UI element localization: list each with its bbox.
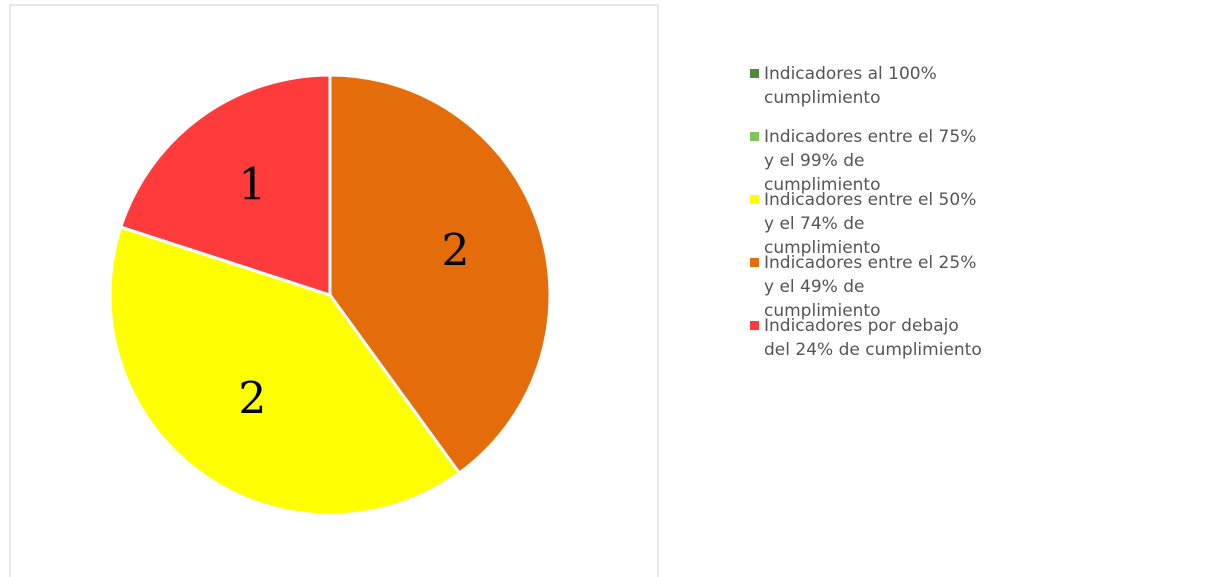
legend-swatch xyxy=(750,195,759,204)
legend-item: Indicadores por debajo del 24% de cumpli… xyxy=(750,314,1210,377)
legend-swatch xyxy=(750,321,759,330)
legend-label: Indicadores por debajo del 24% de cumpli… xyxy=(764,316,982,360)
pie-slice xyxy=(118,73,332,298)
pie-slice xyxy=(108,225,462,517)
slice-label: 2 xyxy=(238,373,266,424)
slice-label: 2 xyxy=(442,226,470,277)
legend: Indicadores al 100% cumplimiento Indicado… xyxy=(750,62,1210,377)
legend-item: Indicadores entre el 25% y el 49% de cum… xyxy=(750,251,1210,321)
legend-swatch xyxy=(750,69,759,78)
legend-label: Indicadores al 100% cumplimiento xyxy=(764,64,937,108)
legend-item: Indicadores al 100% cumplimiento xyxy=(750,62,1210,125)
pie-slice xyxy=(328,73,552,476)
legend-label: Indicadores entre el 25% y el 49% de cum… xyxy=(764,253,977,321)
legend-swatch xyxy=(750,132,759,141)
slice-label: 1 xyxy=(238,160,266,211)
legend-label: Indicadores entre el 75% y el 99% de cum… xyxy=(764,127,977,195)
legend-label: Indicadores entre el 50% y el 74% de cum… xyxy=(764,190,977,258)
legend-item: Indicadores entre el 50% y el 74% de cum… xyxy=(750,188,1210,258)
legend-item: Indicadores entre el 75% y el 99% de cum… xyxy=(750,125,1210,195)
legend-swatch xyxy=(750,258,759,267)
